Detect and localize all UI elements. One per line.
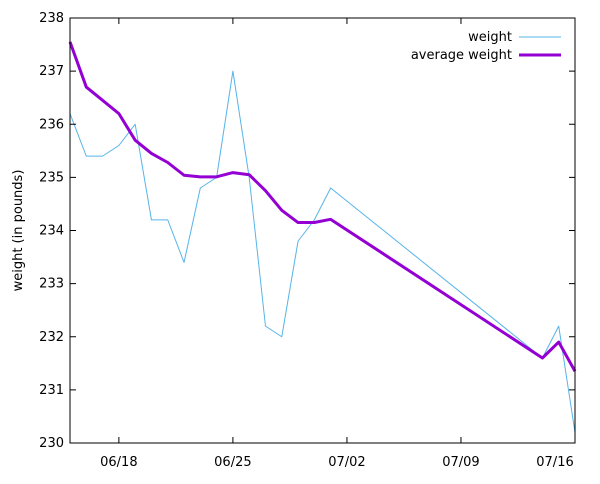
legend: weight average weight [411,30,561,63]
x-tick-label: 07/16 [536,455,573,470]
x-tick-label: 06/18 [100,455,137,470]
y-tick-label: 231 [39,383,64,398]
series-line-1 [70,42,575,371]
y-tick-label: 233 [39,277,64,292]
axes: 230 231 232 233 234 235 236 237 238 06/18 06/25 07/… [11,11,575,470]
x-tick-label: 06/25 [214,455,251,470]
y-tick-label: 236 [39,117,64,132]
plot-border [70,18,575,443]
y-tick-label: 230 [39,436,64,451]
plot-area [70,42,575,432]
y-tick-label: 237 [39,64,64,79]
legend-label: average weight [411,48,512,63]
x-tick-label: 07/02 [328,455,365,470]
y-tick-label: 238 [39,11,64,26]
y-tick-label: 232 [39,330,64,345]
y-tick-label: 234 [39,224,64,239]
y-axis-label: weight (in pounds) [11,170,26,292]
legend-label: weight [468,30,512,45]
series-line-0 [70,71,575,432]
x-tick-label: 07/09 [442,455,479,470]
y-tick-label: 235 [39,170,64,185]
